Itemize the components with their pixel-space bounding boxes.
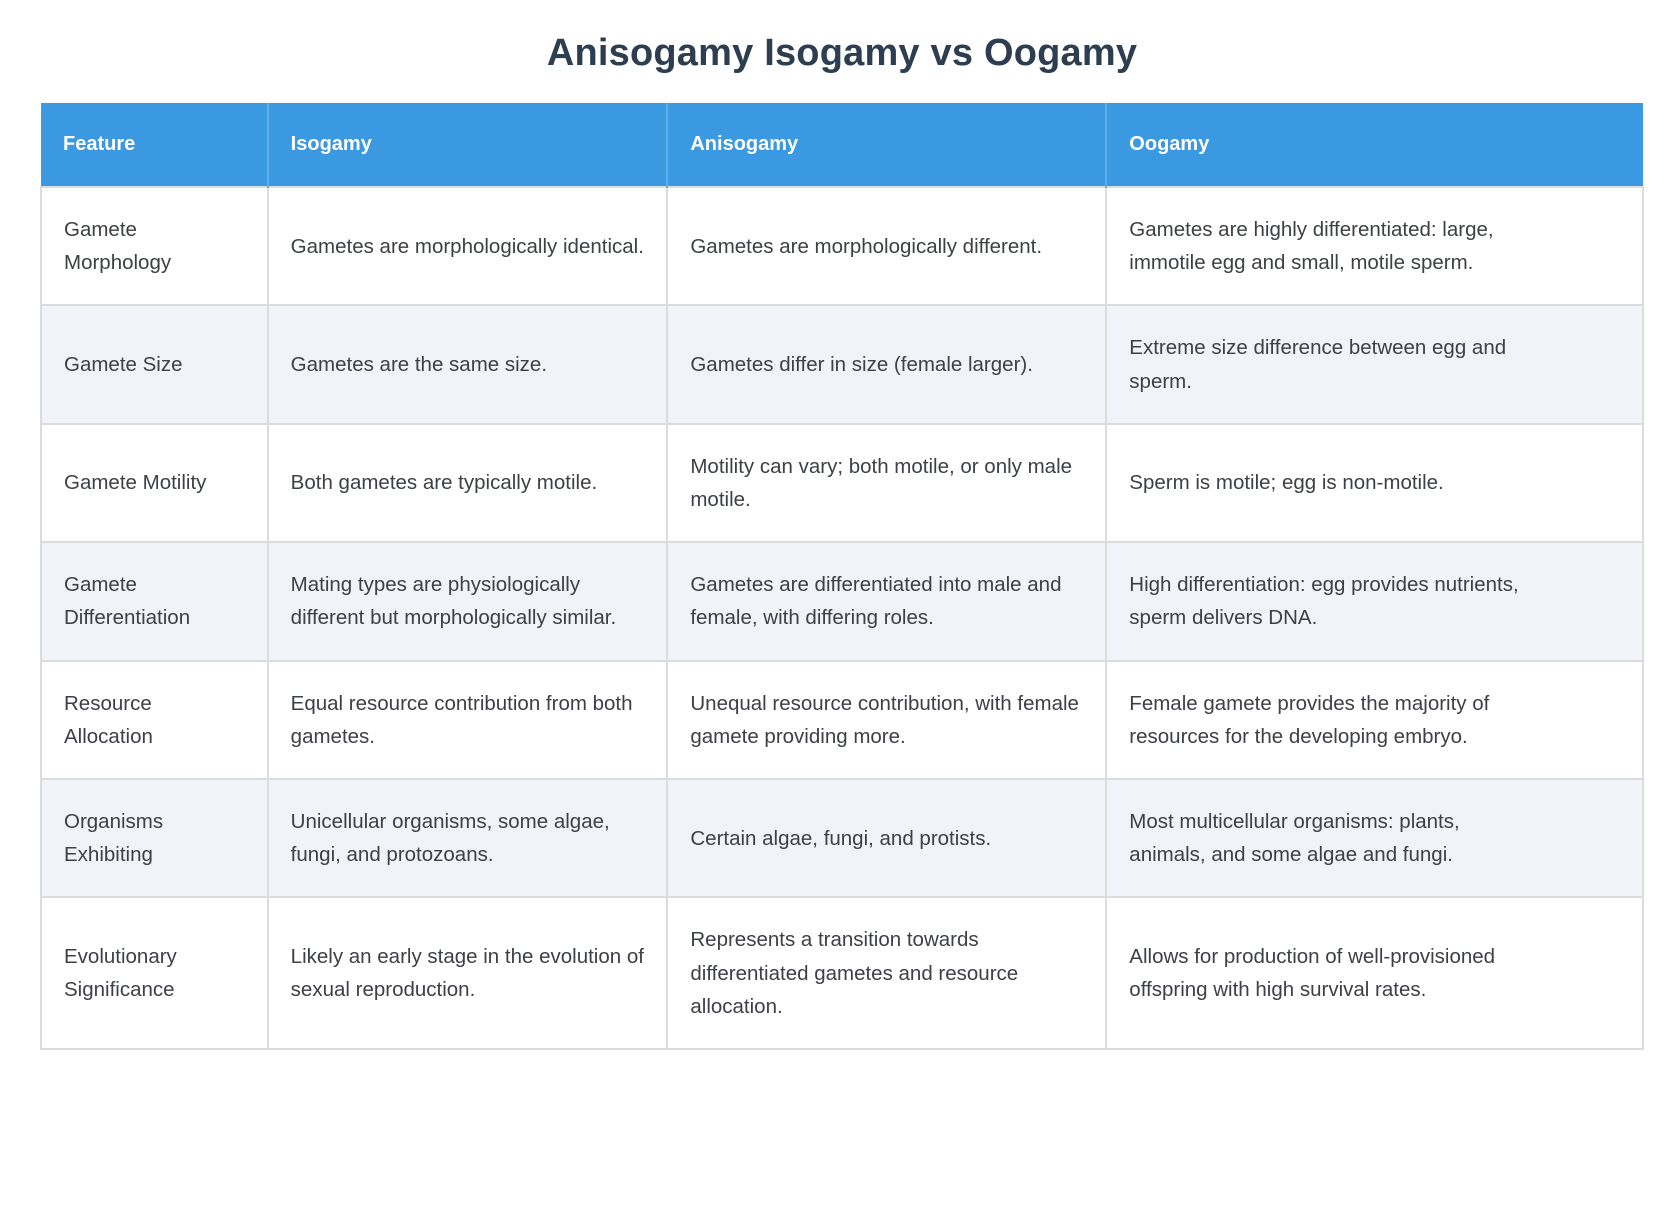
table-body: Gamete Morphology Gametes are morphologi… xyxy=(40,185,1644,1051)
cell-anisogamy: Represents a transition towards differen… xyxy=(666,896,1108,1051)
cell-feature: Gamete Motility xyxy=(40,422,269,544)
table-row-resource-allocation: Resource Allocation Equal resource contr… xyxy=(40,659,1644,781)
cell-anisogamy: Gametes differ in size (female larger). xyxy=(666,304,1108,425)
cell-oogamy: Female gamete provides the majority of r… xyxy=(1105,659,1644,781)
cell-feature: Gamete Morphology xyxy=(40,185,269,307)
cell-isogamy: Likely an early stage in the evolution o… xyxy=(266,896,669,1051)
cell-oogamy: Sperm is motile; egg is non-motile. xyxy=(1105,422,1644,544)
cell-oogamy: Most multicellular organisms: plants, an… xyxy=(1105,778,1644,899)
cell-anisogamy: Motility can vary; both motile, or only … xyxy=(666,422,1108,544)
header-cell-isogamy: Isogamy xyxy=(266,103,668,187)
cell-oogamy: Extreme size difference between egg and … xyxy=(1105,304,1644,425)
cell-oogamy: Gametes are highly differentiated: large… xyxy=(1105,185,1644,307)
cell-isogamy: Both gametes are typically motile. xyxy=(266,422,669,544)
cell-isogamy: Gametes are the same size. xyxy=(266,304,669,425)
cell-isogamy: Gametes are morphologically identical. xyxy=(266,185,669,307)
table-row-gamete-size: Gamete Size Gametes are the same size. G… xyxy=(40,304,1644,425)
cell-oogamy: Allows for production of well-provisione… xyxy=(1105,896,1644,1051)
header-cell-oogamy: Oogamy xyxy=(1105,103,1643,187)
cell-anisogamy: Certain algae, fungi, and protists. xyxy=(666,778,1108,899)
cell-feature: Organisms Exhibiting xyxy=(40,778,269,899)
table-row-gamete-motility: Gamete Motility Both gametes are typical… xyxy=(40,422,1644,544)
table-row-evolutionary-significance: Evolutionary Significance Likely an earl… xyxy=(40,896,1644,1051)
cell-anisogamy: Unequal resource contribution, with fema… xyxy=(666,659,1108,781)
cell-oogamy: High differentiation: egg provides nutri… xyxy=(1105,541,1644,662)
cell-feature: Gamete Size xyxy=(40,304,269,425)
cell-isogamy: Mating types are physiologically differe… xyxy=(266,541,669,662)
cell-anisogamy: Gametes are morphologically different. xyxy=(666,185,1108,307)
cell-feature: Gamete Differentiation xyxy=(40,541,269,662)
header-cell-feature: Feature xyxy=(41,103,268,187)
page-title: Anisogamy Isogamy vs Oogamy xyxy=(546,32,1138,74)
cell-feature: Resource Allocation xyxy=(40,659,269,781)
cell-isogamy: Equal resource contribution from both ga… xyxy=(266,659,669,781)
cell-feature: Evolutionary Significance xyxy=(40,896,269,1051)
header-cell-anisogamy: Anisogamy xyxy=(666,103,1107,187)
table-row-gamete-morphology: Gamete Morphology Gametes are morphologi… xyxy=(40,185,1644,307)
table-header-row: Feature Isogamy Anisogamy Oogamy xyxy=(41,103,1643,187)
table-row-organisms-exhibiting: Organisms Exhibiting Unicellular organis… xyxy=(40,778,1644,899)
cell-isogamy: Unicellular organisms, some algae, fungi… xyxy=(266,778,669,899)
table-row-gamete-differentiation: Gamete Differentiation Mating types are … xyxy=(40,541,1644,662)
comparison-table: Feature Isogamy Anisogamy Oogamy Gamete … xyxy=(40,103,1644,1051)
cell-anisogamy: Gametes are differentiated into male and… xyxy=(666,541,1108,662)
